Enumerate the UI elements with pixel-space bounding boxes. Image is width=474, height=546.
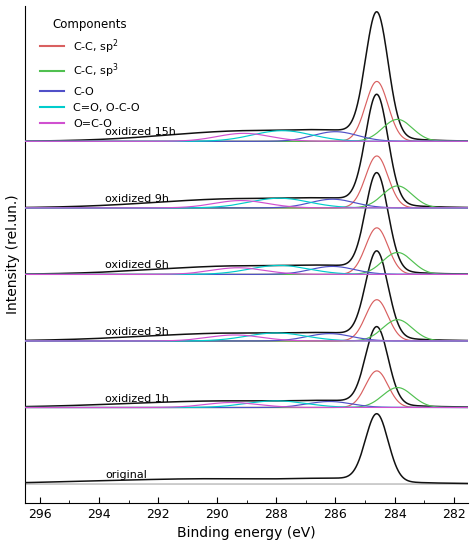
- Text: original: original: [105, 470, 147, 480]
- Text: oxidized 9h: oxidized 9h: [105, 194, 169, 204]
- Text: oxidized 1h: oxidized 1h: [105, 394, 169, 403]
- Text: oxidized 15h: oxidized 15h: [105, 127, 176, 138]
- X-axis label: Binding energy (eV): Binding energy (eV): [177, 526, 316, 541]
- Legend: C-C, sp$^2$, C-C, sp$^3$, C-O, C=O, O-C-O, O=C-O: C-C, sp$^2$, C-C, sp$^3$, C-O, C=O, O-C-…: [35, 14, 144, 134]
- Text: oxidized 6h: oxidized 6h: [105, 260, 169, 270]
- Y-axis label: Intensity (rel.un.): Intensity (rel.un.): [6, 194, 19, 314]
- Text: oxidized 3h: oxidized 3h: [105, 327, 169, 337]
